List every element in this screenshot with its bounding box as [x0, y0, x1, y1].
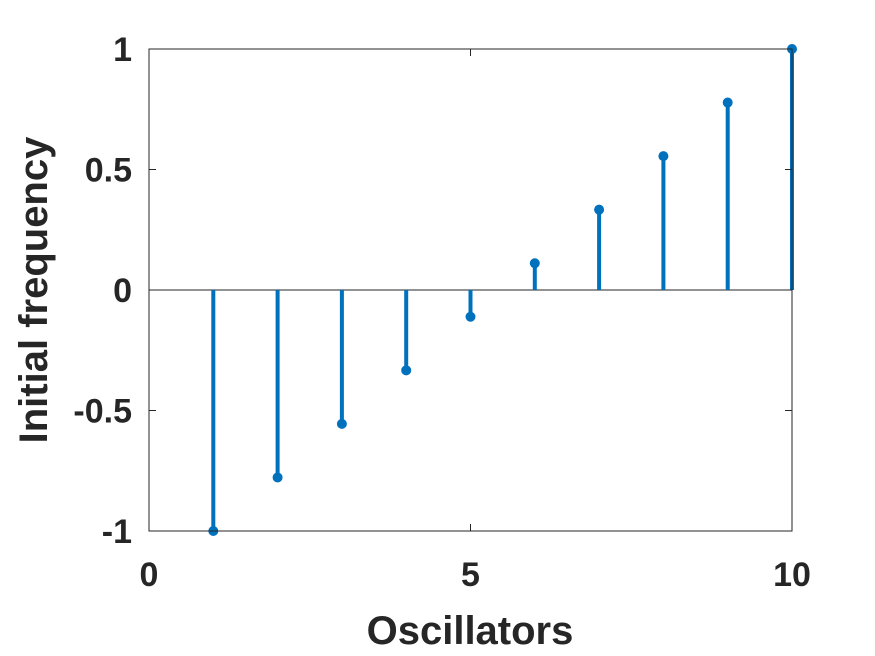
- stem-marker: [529, 258, 540, 269]
- x-tick-label: 5: [461, 556, 480, 594]
- x-tick-label: 10: [773, 556, 811, 594]
- y-tick-label: -1: [102, 513, 132, 551]
- y-tick-label: 0.5: [85, 152, 132, 190]
- stem-marker: [401, 365, 412, 376]
- x-tick-label: 0: [140, 556, 159, 594]
- stem-marker: [658, 151, 669, 162]
- stem-marker: [594, 204, 605, 215]
- y-tick-label: 1: [113, 31, 132, 69]
- x-axis-label: Oscillators: [367, 609, 574, 653]
- stem-marker: [722, 97, 733, 108]
- stem-marker: [336, 418, 347, 429]
- stem-marker: [465, 311, 476, 322]
- stem-marker: [272, 472, 283, 483]
- y-axis-label: Initial frequency: [12, 136, 56, 443]
- y-tick-label: 0: [113, 272, 132, 310]
- y-tick-label: -0.5: [73, 393, 132, 431]
